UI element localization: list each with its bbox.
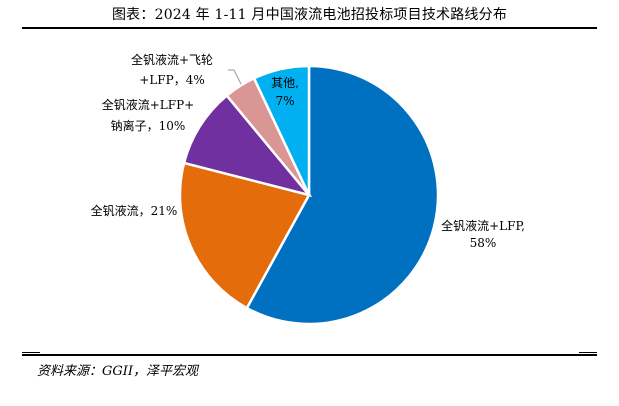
slice-label: 全钒液流+LFP+钠离子，10% [102, 97, 194, 133]
top-rule [22, 27, 597, 29]
pie-slice [178, 161, 311, 310]
slice-label: 全钒液流+飞轮+LFP，4% [131, 52, 213, 87]
leader-line [228, 69, 242, 85]
slice-labels: 全钒液流+LFP, 58% 全钒液流，21% 全钒液流+LFP+钠离子，10% 全钒液流… [91, 52, 525, 250]
slice-label: 其他, 7% [271, 76, 299, 108]
pie-slices [178, 64, 440, 326]
slice-label: 全钒液流+LFP, 58% [441, 218, 525, 250]
chart-title: 图表：2024 年 1-11 月中国液流电池招投标项目技术路线分布 [111, 7, 508, 23]
bottom-right-tick [579, 352, 597, 353]
leader-lines [228, 69, 242, 85]
pie-slice [182, 93, 313, 198]
bottom-rule [22, 354, 597, 356]
pie-slice [252, 64, 311, 196]
pie-slice [245, 64, 440, 326]
bottom-left-tick [22, 352, 40, 353]
source-note: 资料来源：GGII，泽平宏观 [37, 364, 199, 379]
slice-label: 全钒液流，21% [91, 203, 178, 218]
